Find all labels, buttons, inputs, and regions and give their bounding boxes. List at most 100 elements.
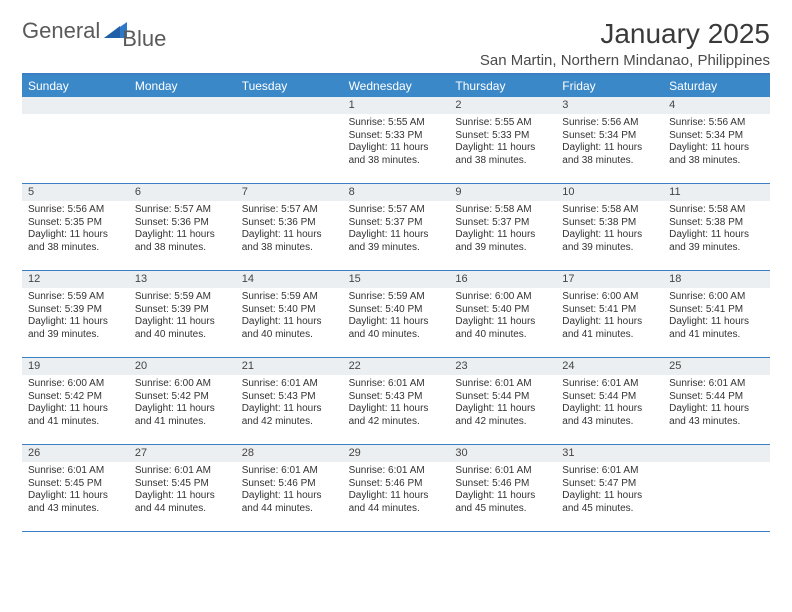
cell-line: Sunset: 5:40 PM xyxy=(455,304,550,317)
cell-body: Sunrise: 6:01 AMSunset: 5:43 PMDaylight:… xyxy=(236,375,343,432)
calendar-cell: 18Sunrise: 6:00 AMSunset: 5:41 PMDayligh… xyxy=(663,271,770,357)
day-number: 10 xyxy=(556,184,663,201)
day-number: 25 xyxy=(663,358,770,375)
week-row: 26Sunrise: 6:01 AMSunset: 5:45 PMDayligh… xyxy=(22,445,770,532)
cell-line: Sunset: 5:41 PM xyxy=(669,304,764,317)
cell-line: Daylight: 11 hours and 38 minutes. xyxy=(28,229,123,254)
day-number: 28 xyxy=(236,445,343,462)
cell-line: Sunrise: 5:56 AM xyxy=(669,117,764,130)
day-number: 13 xyxy=(129,271,236,288)
cell-line: Sunrise: 5:57 AM xyxy=(135,204,230,217)
cell-body: Sunrise: 5:59 AMSunset: 5:39 PMDaylight:… xyxy=(129,288,236,345)
day-number: 23 xyxy=(449,358,556,375)
calendar-cell: 25Sunrise: 6:01 AMSunset: 5:44 PMDayligh… xyxy=(663,358,770,444)
day-number: 20 xyxy=(129,358,236,375)
cell-line: Sunset: 5:36 PM xyxy=(242,217,337,230)
cell-line: Sunset: 5:46 PM xyxy=(455,478,550,491)
cell-line: Daylight: 11 hours and 38 minutes. xyxy=(455,142,550,167)
week-row: 5Sunrise: 5:56 AMSunset: 5:35 PMDaylight… xyxy=(22,184,770,271)
cell-line: Sunrise: 6:01 AM xyxy=(135,465,230,478)
cell-body: Sunrise: 6:01 AMSunset: 5:47 PMDaylight:… xyxy=(556,462,663,519)
day-number: 4 xyxy=(663,97,770,114)
cell-line: Sunrise: 6:01 AM xyxy=(349,465,444,478)
day-number xyxy=(663,445,770,462)
week-row: 19Sunrise: 6:00 AMSunset: 5:42 PMDayligh… xyxy=(22,358,770,445)
cell-line: Daylight: 11 hours and 39 minutes. xyxy=(562,229,657,254)
cell-line: Sunset: 5:38 PM xyxy=(669,217,764,230)
day-header-sun: Sunday xyxy=(22,75,129,97)
cell-body: Sunrise: 6:01 AMSunset: 5:44 PMDaylight:… xyxy=(449,375,556,432)
cell-line: Sunrise: 6:01 AM xyxy=(562,378,657,391)
day-number: 27 xyxy=(129,445,236,462)
cell-body: Sunrise: 6:00 AMSunset: 5:42 PMDaylight:… xyxy=(22,375,129,432)
cell-line: Sunrise: 6:00 AM xyxy=(28,378,123,391)
day-number: 14 xyxy=(236,271,343,288)
cell-line: Sunrise: 5:58 AM xyxy=(669,204,764,217)
cell-line: Sunset: 5:47 PM xyxy=(562,478,657,491)
cell-line: Daylight: 11 hours and 40 minutes. xyxy=(455,316,550,341)
day-number: 11 xyxy=(663,184,770,201)
logo-text-2: Blue xyxy=(122,26,166,52)
cell-line: Sunset: 5:34 PM xyxy=(669,130,764,143)
day-number: 5 xyxy=(22,184,129,201)
day-number: 15 xyxy=(343,271,450,288)
cell-line: Sunset: 5:43 PM xyxy=(349,391,444,404)
calendar-cell: 15Sunrise: 5:59 AMSunset: 5:40 PMDayligh… xyxy=(343,271,450,357)
calendar-cell xyxy=(22,97,129,183)
cell-line: Sunset: 5:46 PM xyxy=(349,478,444,491)
cell-line: Sunrise: 6:01 AM xyxy=(28,465,123,478)
week-row: 12Sunrise: 5:59 AMSunset: 5:39 PMDayligh… xyxy=(22,271,770,358)
calendar-cell: 12Sunrise: 5:59 AMSunset: 5:39 PMDayligh… xyxy=(22,271,129,357)
cell-line: Daylight: 11 hours and 40 minutes. xyxy=(349,316,444,341)
cell-line: Sunrise: 6:01 AM xyxy=(349,378,444,391)
cell-line: Daylight: 11 hours and 45 minutes. xyxy=(562,490,657,515)
calendar-cell: 1Sunrise: 5:55 AMSunset: 5:33 PMDaylight… xyxy=(343,97,450,183)
title-block: January 2025 San Martin, Northern Mindan… xyxy=(480,18,770,69)
cell-line: Daylight: 11 hours and 43 minutes. xyxy=(562,403,657,428)
cell-line: Sunrise: 5:56 AM xyxy=(562,117,657,130)
cell-line: Sunrise: 6:01 AM xyxy=(242,378,337,391)
cell-line: Sunrise: 5:57 AM xyxy=(242,204,337,217)
calendar-cell: 2Sunrise: 5:55 AMSunset: 5:33 PMDaylight… xyxy=(449,97,556,183)
cell-body: Sunrise: 5:55 AMSunset: 5:33 PMDaylight:… xyxy=(449,114,556,171)
calendar-cell: 27Sunrise: 6:01 AMSunset: 5:45 PMDayligh… xyxy=(129,445,236,531)
cell-body: Sunrise: 5:55 AMSunset: 5:33 PMDaylight:… xyxy=(343,114,450,171)
cell-line: Daylight: 11 hours and 41 minutes. xyxy=(28,403,123,428)
day-header-fri: Friday xyxy=(556,75,663,97)
cell-line: Sunset: 5:41 PM xyxy=(562,304,657,317)
cell-line: Sunrise: 5:56 AM xyxy=(28,204,123,217)
cell-body: Sunrise: 6:01 AMSunset: 5:46 PMDaylight:… xyxy=(236,462,343,519)
calendar-cell xyxy=(663,445,770,531)
cell-line: Sunset: 5:37 PM xyxy=(349,217,444,230)
day-number: 6 xyxy=(129,184,236,201)
day-number xyxy=(22,97,129,114)
day-header-thu: Thursday xyxy=(449,75,556,97)
cell-line: Sunrise: 6:01 AM xyxy=(455,465,550,478)
calendar-cell: 17Sunrise: 6:00 AMSunset: 5:41 PMDayligh… xyxy=(556,271,663,357)
cell-line: Daylight: 11 hours and 45 minutes. xyxy=(455,490,550,515)
cell-line: Sunrise: 6:00 AM xyxy=(455,291,550,304)
cell-line: Daylight: 11 hours and 38 minutes. xyxy=(349,142,444,167)
calendar-cell: 11 Sunrise: 5:58 AMSunset: 5:38 PMDayligh… xyxy=(663,184,770,270)
cell-body xyxy=(22,114,129,174)
cell-line: Daylight: 11 hours and 43 minutes. xyxy=(669,403,764,428)
cell-line: Sunrise: 6:00 AM xyxy=(135,378,230,391)
cell-line: Sunrise: 6:01 AM xyxy=(669,378,764,391)
cell-line: Sunrise: 5:59 AM xyxy=(135,291,230,304)
calendar-cell: 9Sunrise: 5:58 AMSunset: 5:37 PMDaylight… xyxy=(449,184,556,270)
cell-line: Daylight: 11 hours and 39 minutes. xyxy=(349,229,444,254)
day-header-tue: Tuesday xyxy=(236,75,343,97)
cell-body: Sunrise: 6:00 AMSunset: 5:42 PMDaylight:… xyxy=(129,375,236,432)
cell-line: Sunset: 5:39 PM xyxy=(28,304,123,317)
cell-body: Sunrise: 6:01 AMSunset: 5:45 PMDaylight:… xyxy=(129,462,236,519)
cell-line: Daylight: 11 hours and 38 minutes. xyxy=(135,229,230,254)
calendar-cell: 19Sunrise: 6:00 AMSunset: 5:42 PMDayligh… xyxy=(22,358,129,444)
day-number: 7 xyxy=(236,184,343,201)
cell-body xyxy=(236,114,343,174)
calendar-cell: 3Sunrise: 5:56 AMSunset: 5:34 PMDaylight… xyxy=(556,97,663,183)
cell-line: Sunrise: 6:00 AM xyxy=(669,291,764,304)
cell-line: Daylight: 11 hours and 39 minutes. xyxy=(669,229,764,254)
week-row: 1Sunrise: 5:55 AMSunset: 5:33 PMDaylight… xyxy=(22,97,770,184)
calendar: Sunday Monday Tuesday Wednesday Thursday… xyxy=(22,73,770,532)
calendar-cell: 13Sunrise: 5:59 AMSunset: 5:39 PMDayligh… xyxy=(129,271,236,357)
